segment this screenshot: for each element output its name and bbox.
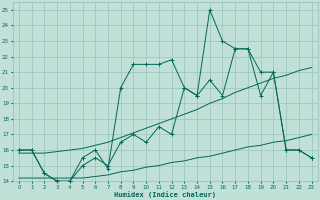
X-axis label: Humidex (Indice chaleur): Humidex (Indice chaleur): [114, 191, 216, 198]
